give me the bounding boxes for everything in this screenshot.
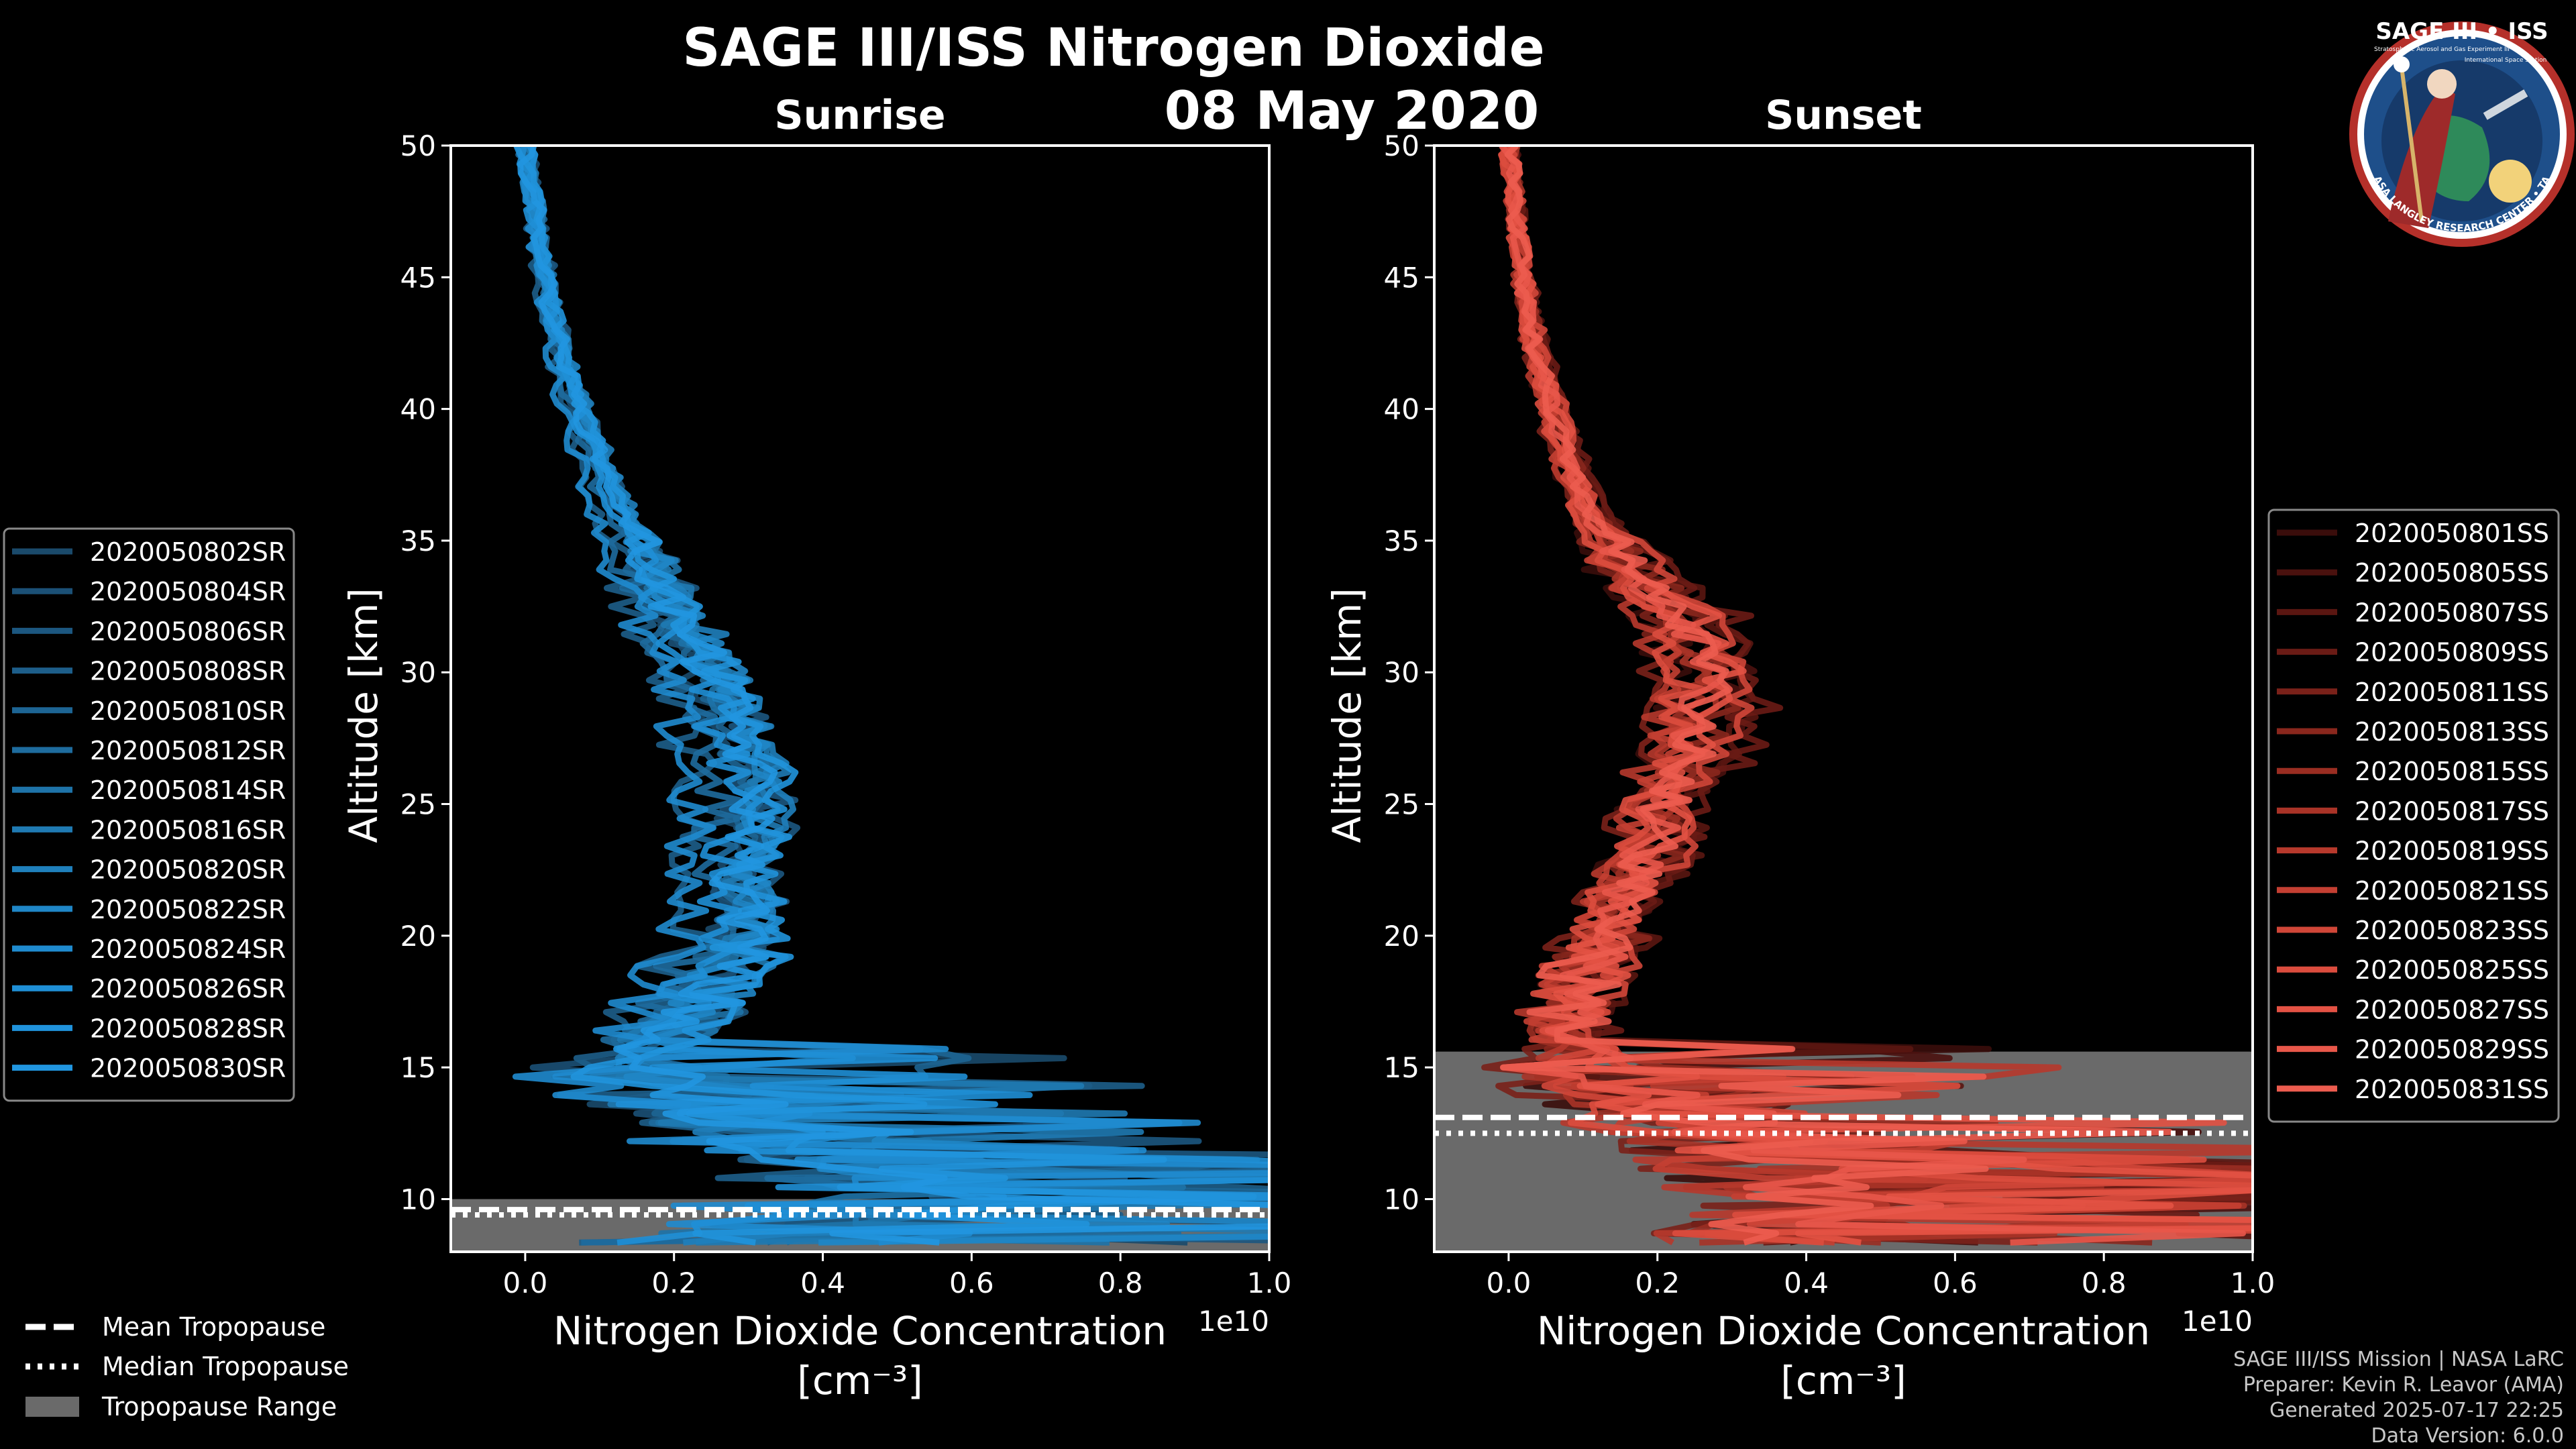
y-axis-label: Altitude [km] <box>341 588 386 843</box>
y-tick-label: 50 <box>400 129 436 162</box>
tropopause-range-legend-swatch <box>25 1397 79 1417</box>
x-tick-label: 0.6 <box>949 1267 994 1299</box>
y-tick-label: 45 <box>1384 261 1419 294</box>
wizard-figure-icon <box>2388 87 2455 228</box>
legend-label: 2020050827SS <box>2355 995 2549 1024</box>
sunrise-panel: Sunrise 10 15 20 25 30 35 40 45 50 0.0 0.2 0.4 0.6 0.8… <box>341 92 1292 1403</box>
x-tick-label: 0.4 <box>1784 1267 1829 1299</box>
legend-label: 2020050811SS <box>2355 678 2549 707</box>
plot-frame <box>1433 144 2254 1253</box>
legend-label: 2020050802SR <box>90 537 286 567</box>
credits-preparer: Preparer: Kevin R. Leavor (AMA) <box>2243 1373 2564 1397</box>
x-tick-label: 0.2 <box>1635 1267 1680 1299</box>
sunrise-legend: 2020050802SR 2020050804SR 2020050806SR 2020… <box>3 527 295 1102</box>
x-axis-units: [cm⁻³] <box>797 1358 923 1403</box>
x-tick-label: 0.0 <box>1487 1267 1532 1299</box>
profile-line-2020050831SS <box>1499 146 2173 1246</box>
x-tick-label: 1.0 <box>2231 1267 2275 1299</box>
y-tick-label: 25 <box>400 788 436 821</box>
x-axis-label: Nitrogen Dioxide Concentration <box>1537 1308 2150 1354</box>
legend-label: 2020050812SR <box>90 736 286 765</box>
x-tick-label: 0.4 <box>800 1267 845 1299</box>
y-tick-label: 10 <box>1384 1183 1419 1216</box>
credits-generated: Generated 2025-07-17 22:25 <box>2269 1399 2564 1422</box>
y-tick-label: 30 <box>1384 656 1419 689</box>
y-tick-label: 25 <box>1384 788 1419 821</box>
y-tick-label: 20 <box>400 920 436 953</box>
legend-label: 2020050814SR <box>90 775 286 805</box>
legend-label: 2020050815SS <box>2355 757 2549 786</box>
x-tick-label: 0.0 <box>503 1267 548 1299</box>
tropopause-legend: Mean Tropopause Median Tropopause Tropop… <box>25 1312 349 1421</box>
logo-title: SAGE III • ISS <box>2375 18 2548 45</box>
legend-label: 2020050813SS <box>2355 717 2549 747</box>
credits-mission: SAGE III/ISS Mission | NASA LaRC <box>2233 1348 2564 1371</box>
credits: SAGE III/ISS Mission | NASA LaRC Prepare… <box>2233 1348 2564 1448</box>
y-axis-label: Altitude [km] <box>1324 588 1370 843</box>
logo-iss-label: International Space Station <box>2465 57 2547 64</box>
y-tick-label: 15 <box>400 1051 436 1084</box>
y-tick-label: 15 <box>1384 1051 1419 1084</box>
x-axis-units: [cm⁻³] <box>1780 1358 1907 1403</box>
chart-date: 08 May 2020 <box>1165 81 1540 142</box>
legend-label: 2020050816SR <box>90 815 286 845</box>
x-scale-label: 1e10 <box>2182 1305 2253 1338</box>
y-tick-label: 35 <box>1384 525 1419 557</box>
legend-label: 2020050819SS <box>2355 837 2549 866</box>
tropopause-range-legend-label: Tropopause Range <box>101 1392 337 1421</box>
legend-label: 2020050805SS <box>2355 558 2549 588</box>
x-tick-label: 0.6 <box>1933 1267 1978 1299</box>
legend-label: 2020050810SR <box>90 696 286 726</box>
legend-label: 2020050824SR <box>90 934 286 964</box>
legend-label: 2020050826SR <box>90 974 286 1004</box>
plot-area <box>1434 146 2253 1252</box>
sunset-legend: 2020050801SS 2020050805SS 2020050807SS 2020… <box>2267 508 2560 1123</box>
y-tick-label: 45 <box>400 261 436 294</box>
legend-box <box>2267 508 2560 1123</box>
legend-box <box>3 527 295 1102</box>
legend-label: 2020050806SR <box>90 616 286 646</box>
legend-label: 2020050823SS <box>2355 916 2549 945</box>
legend-label: 2020050808SR <box>90 657 286 686</box>
legend-label: 2020050817SS <box>2355 796 2549 826</box>
x-axis-label: Nitrogen Dioxide Concentration <box>553 1308 1167 1354</box>
x-tick-label: 0.2 <box>651 1267 696 1299</box>
x-tick-label: 0.8 <box>2082 1267 2127 1299</box>
plot-area <box>451 146 1269 1252</box>
legend-label: 2020050820SR <box>90 855 286 885</box>
plot-frame <box>449 144 1271 1253</box>
x-tick-label: 1.0 <box>1247 1267 1292 1299</box>
credits-data-version: Data Version: 6.0.0 <box>2371 1424 2564 1448</box>
y-tick-label: 10 <box>400 1183 436 1216</box>
legend-label: 2020050822SR <box>90 895 286 924</box>
x-scale-label: 1e10 <box>1198 1305 1269 1338</box>
legend-label: 2020050825SS <box>2355 955 2549 985</box>
y-tick-label: 40 <box>1384 393 1419 426</box>
legend-label: 2020050828SR <box>90 1014 286 1043</box>
y-tick-label: 20 <box>1384 920 1419 953</box>
y-tick-label: 40 <box>400 393 436 426</box>
profile-line-2020050830SR <box>517 146 1269 1246</box>
y-tick-label: 30 <box>400 656 436 689</box>
chart-title: SAGE III/ISS Nitrogen Dioxide <box>682 18 1544 78</box>
legend-label: 2020050821SS <box>2355 876 2549 906</box>
sunset-panel-title: Sunset <box>1765 92 1922 139</box>
legend-label: 2020050830SR <box>90 1054 286 1083</box>
legend-label: 2020050801SS <box>2355 519 2549 548</box>
legend-label: 2020050804SR <box>90 577 286 606</box>
profile-line-2020050823SS <box>1499 146 2253 1234</box>
x-tick-label: 0.8 <box>1098 1267 1143 1299</box>
y-tick-label: 50 <box>1384 129 1419 162</box>
sunrise-panel-title: Sunrise <box>774 92 945 139</box>
legend-label: 2020050831SS <box>2355 1075 2549 1104</box>
median-tropopause-legend-label: Median Tropopause <box>102 1352 349 1381</box>
mean-tropopause-legend-label: Mean Tropopause <box>102 1312 325 1342</box>
logo-subtitle: Stratospheric Aerosol and Gas Experiment… <box>2374 46 2510 53</box>
legend-label: 2020050829SS <box>2355 1035 2549 1065</box>
sunset-panel: Sunset 10 15 20 25 30 35 40 45 50 0.0 0.2 0.4 0.6 0.8 1… <box>1324 92 2275 1403</box>
y-tick-label: 35 <box>400 525 436 557</box>
legend-label: 2020050807SS <box>2355 598 2549 627</box>
legend-label: 2020050809SS <box>2355 638 2549 667</box>
